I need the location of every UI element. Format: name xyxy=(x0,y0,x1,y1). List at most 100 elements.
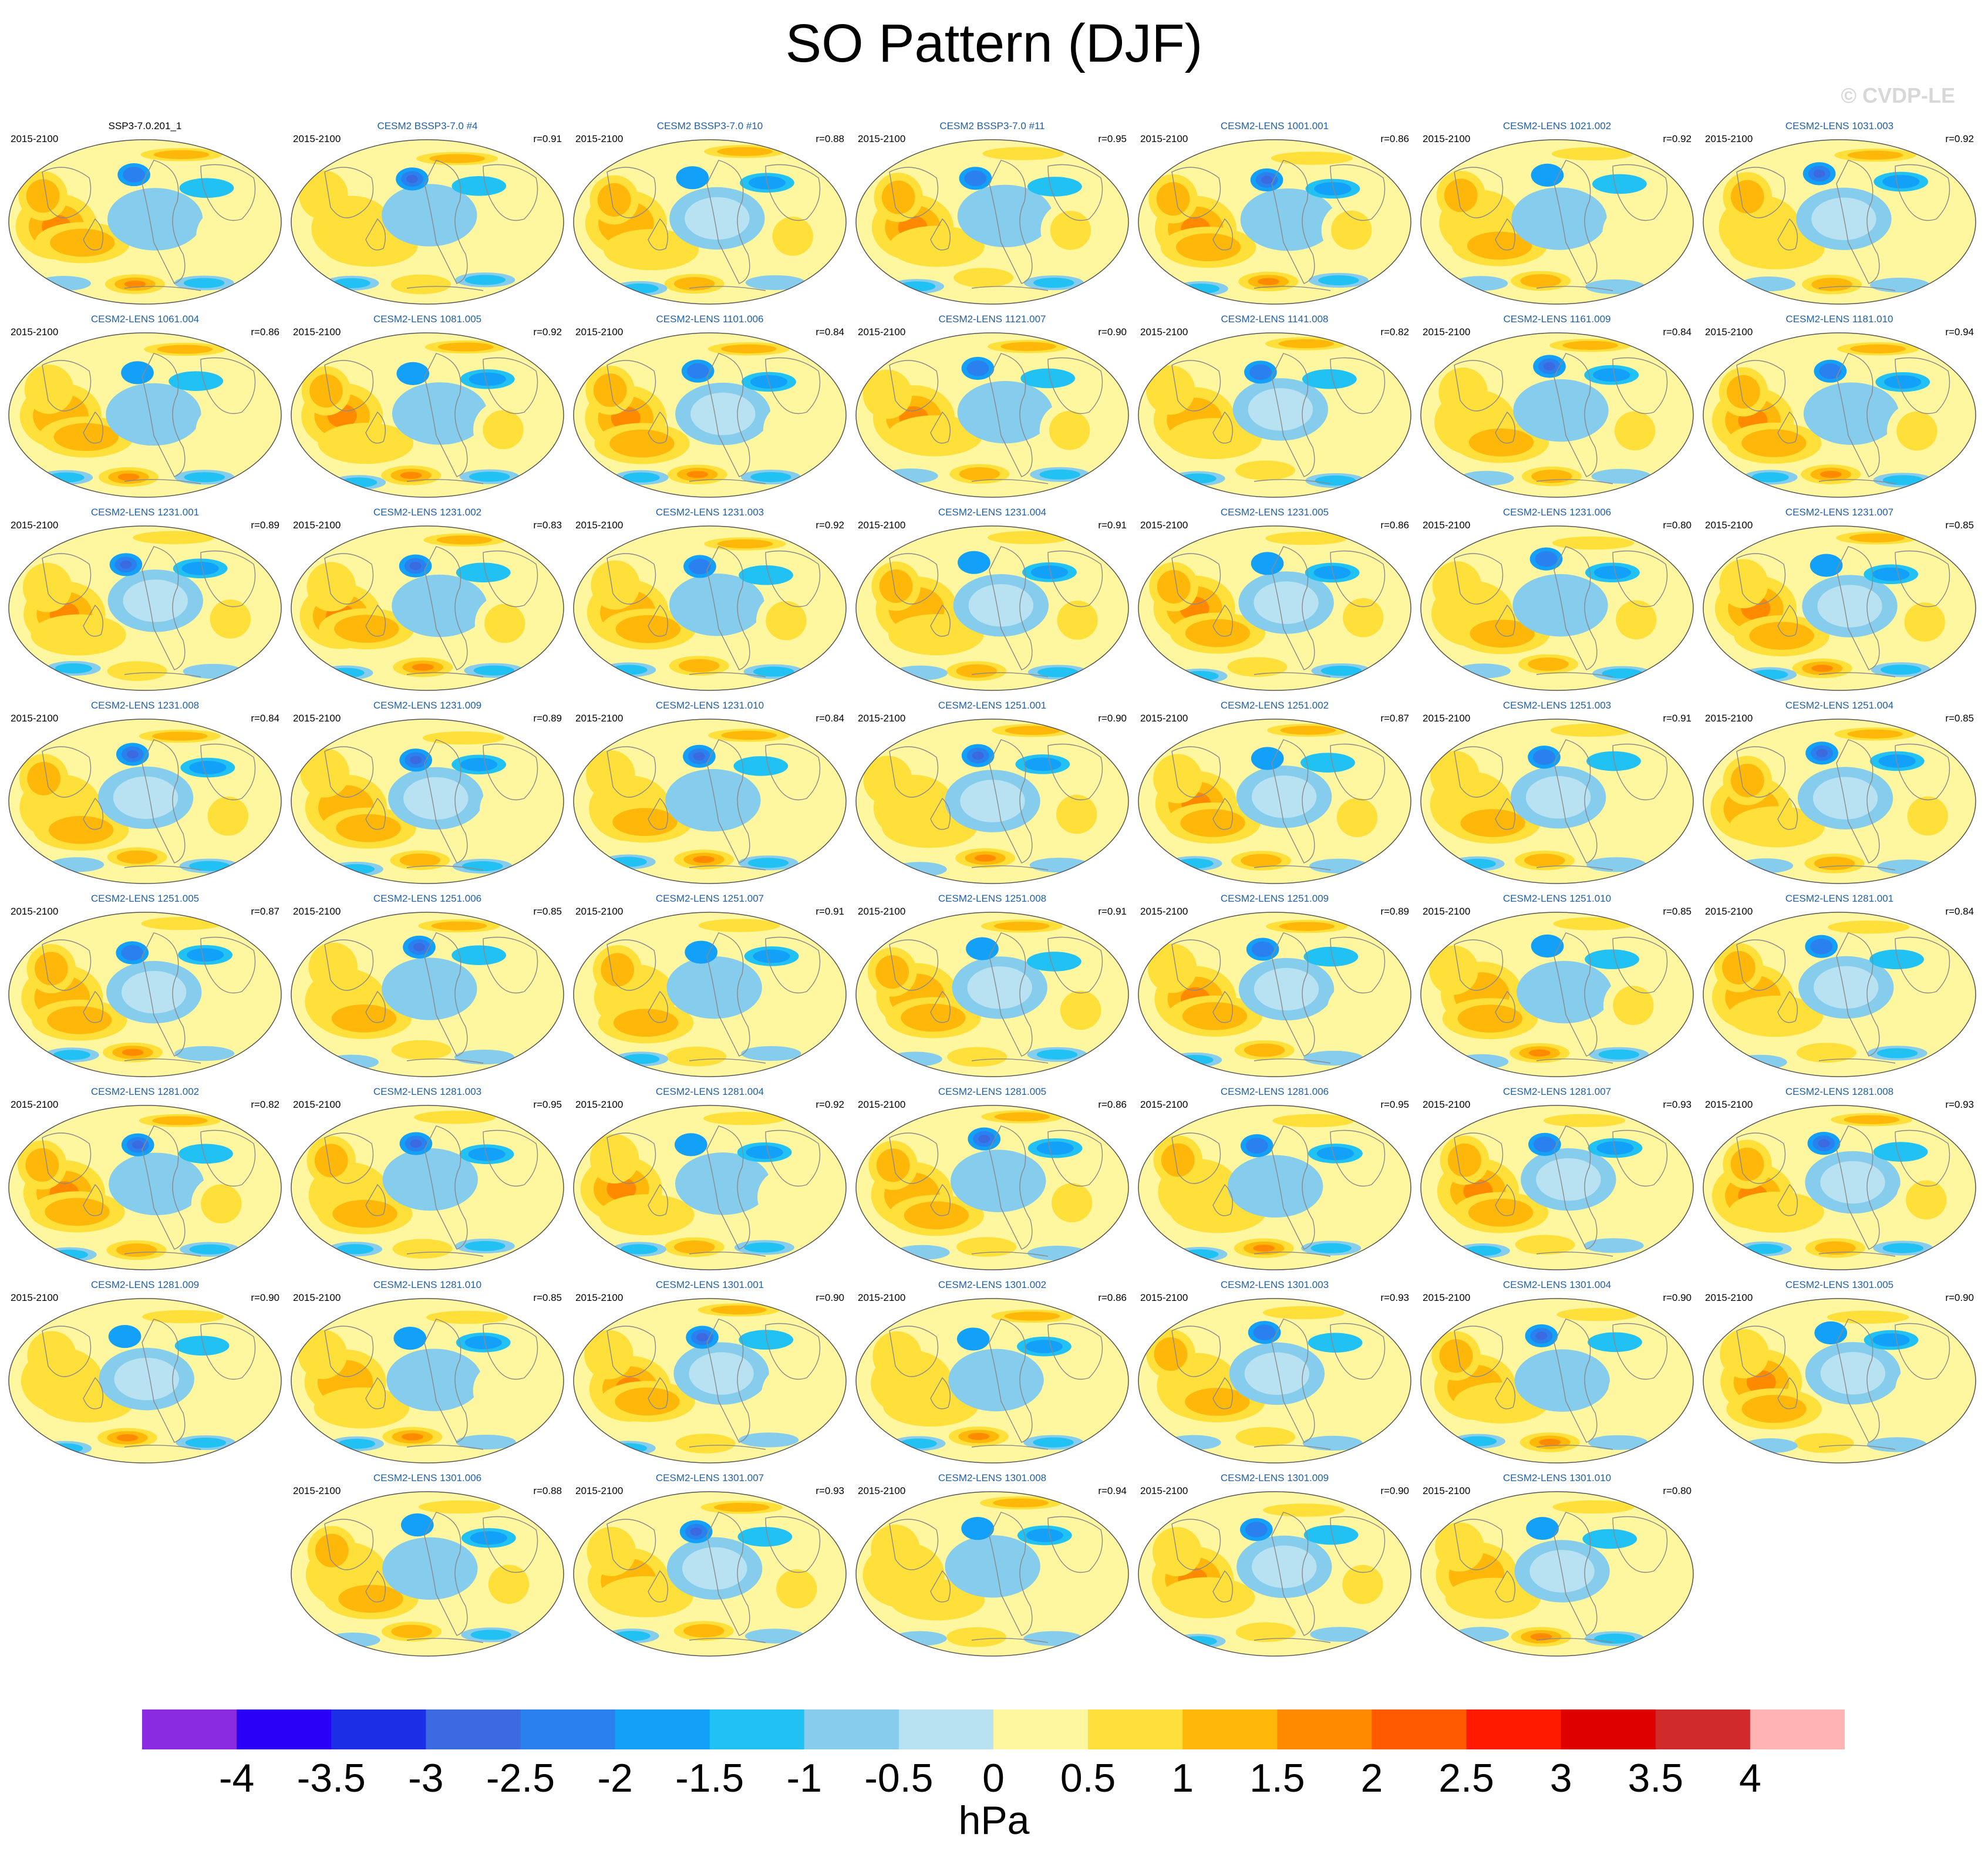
map-field xyxy=(8,1298,282,1464)
anomaly-contour xyxy=(685,197,750,240)
anomaly-contour xyxy=(473,665,515,676)
map-border xyxy=(1703,719,1976,884)
anomaly-contour xyxy=(1593,565,1631,579)
panel-title: CESM2-LENS 1281.003 xyxy=(373,1086,482,1097)
panel-period-label: 2015-2100 xyxy=(1705,520,1753,531)
anomaly-contour xyxy=(1849,533,1905,542)
anomaly-contour xyxy=(203,976,263,1034)
panel-period-label: 2015-2100 xyxy=(1705,906,1753,917)
anomaly-contour xyxy=(1869,278,1930,293)
anomaly-contour xyxy=(586,750,635,800)
anomaly-contour xyxy=(739,565,793,585)
panel-correlation-label: r=0.90 xyxy=(1380,1485,1409,1496)
panel-correlation-label: r=0.92 xyxy=(1945,133,1974,144)
anomaly-contour xyxy=(1327,981,1387,1039)
anomaly-contour xyxy=(1596,1141,1634,1155)
anomaly-contour xyxy=(1813,169,1825,178)
map-border xyxy=(1138,719,1411,884)
colorbar-tick-label: 1.5 xyxy=(1249,1756,1305,1800)
map-field xyxy=(291,332,564,498)
anomaly-contour xyxy=(298,1330,348,1380)
map-field xyxy=(573,1491,847,1657)
coastline xyxy=(606,739,821,871)
panel-correlation-label: r=0.82 xyxy=(1380,326,1409,338)
anomaly-contour xyxy=(1515,1235,1575,1255)
anomaly-contour xyxy=(1817,585,1882,628)
anomaly-contour xyxy=(1610,1557,1671,1615)
coastline xyxy=(1454,932,1668,1064)
anomaly-contour xyxy=(689,558,711,575)
anomaly-contour xyxy=(393,1327,427,1350)
anomaly-contour xyxy=(598,1576,693,1617)
anomaly-contour xyxy=(1812,777,1878,820)
anomaly-contour xyxy=(763,401,823,459)
coastline xyxy=(1454,739,1668,871)
anomaly-contour xyxy=(1005,726,1061,735)
anomaly-contour xyxy=(152,731,208,741)
panel-title: CESM2-LENS 1031.003 xyxy=(1785,120,1894,131)
colorbar-tick-label: -1 xyxy=(786,1756,822,1800)
anomaly-contour xyxy=(1847,150,1903,160)
colorbar-bin xyxy=(1088,1709,1183,1749)
anomaly-contour xyxy=(888,1051,942,1067)
anomaly-contour xyxy=(1245,1522,1268,1537)
anomaly-contour xyxy=(888,614,984,656)
anomaly-contour xyxy=(464,1240,506,1252)
anomaly-contour xyxy=(968,584,1034,627)
map-panel: 2015-2100 CESM2-LENS 1281.007 r=0.93 xyxy=(1419,1086,1695,1273)
anomaly-contour xyxy=(406,174,419,183)
panel-period-label: 2015-2100 xyxy=(1140,1099,1188,1110)
anomaly-contour xyxy=(142,1310,224,1324)
anomaly-contour xyxy=(1535,1331,1548,1340)
map-border xyxy=(8,525,282,691)
coastline xyxy=(1454,1125,1668,1257)
anomaly-contour xyxy=(1844,1115,1900,1124)
map-field xyxy=(1703,139,1976,305)
panel-title: CESM2-LENS 1101.006 xyxy=(656,313,764,325)
coastline xyxy=(889,932,1103,1064)
panel-correlation-label: r=0.91 xyxy=(533,133,562,144)
anomaly-contour xyxy=(451,945,507,965)
anomaly-contour xyxy=(1456,663,1511,679)
map-field xyxy=(8,525,282,691)
panel-period-label: 2015-2100 xyxy=(1705,1292,1753,1303)
anomaly-contour xyxy=(468,1147,506,1161)
map-border xyxy=(1703,139,1976,305)
map-border xyxy=(1138,525,1411,691)
anomaly-contour xyxy=(682,1547,747,1590)
coastline xyxy=(1171,1512,1386,1643)
anomaly-contour xyxy=(479,205,539,264)
anomaly-contour xyxy=(1331,399,1391,457)
map-border xyxy=(1420,332,1694,498)
coastline xyxy=(324,160,538,291)
panel-period-label: 2015-2100 xyxy=(858,906,906,917)
anomaly-contour xyxy=(122,970,187,1014)
anomaly-contour xyxy=(892,862,947,877)
map-field xyxy=(573,332,847,498)
panel-correlation-label: r=0.86 xyxy=(251,326,279,338)
map-border xyxy=(1703,332,1976,498)
anomaly-contour xyxy=(1033,1437,1074,1448)
anomaly-contour xyxy=(958,551,990,574)
map-field xyxy=(8,139,282,305)
anomaly-contour xyxy=(966,360,989,376)
map-panel: 2015-2100 CESM2-LENS 1231.005 r=0.86 xyxy=(1137,507,1413,693)
panel-period-label: 2015-2100 xyxy=(293,1292,341,1303)
map-panel: 2015-2100 CESM2-LENS 1281.005 r=0.86 xyxy=(854,1086,1130,1273)
anomaly-contour xyxy=(895,1245,950,1260)
anomaly-contour xyxy=(1535,551,1558,567)
panel-period-label: 2015-2100 xyxy=(11,1099,59,1110)
anomaly-contour xyxy=(488,1564,530,1604)
panel-title: CESM2-LENS 1301.008 xyxy=(938,1472,1047,1483)
anomaly-contour xyxy=(392,382,488,445)
panel-correlation-label: r=0.80 xyxy=(1663,520,1692,531)
map-field xyxy=(1138,1491,1411,1657)
anomaly-contour xyxy=(1884,375,1922,389)
map-border xyxy=(1420,912,1694,1077)
coastline xyxy=(889,353,1103,484)
anomaly-contour xyxy=(1039,469,1080,480)
anomaly-contour xyxy=(50,228,115,257)
panel-period-label: 2015-2100 xyxy=(1140,133,1188,144)
anomaly-contour xyxy=(1882,1243,1924,1253)
anomaly-contour xyxy=(1235,1622,1296,1642)
